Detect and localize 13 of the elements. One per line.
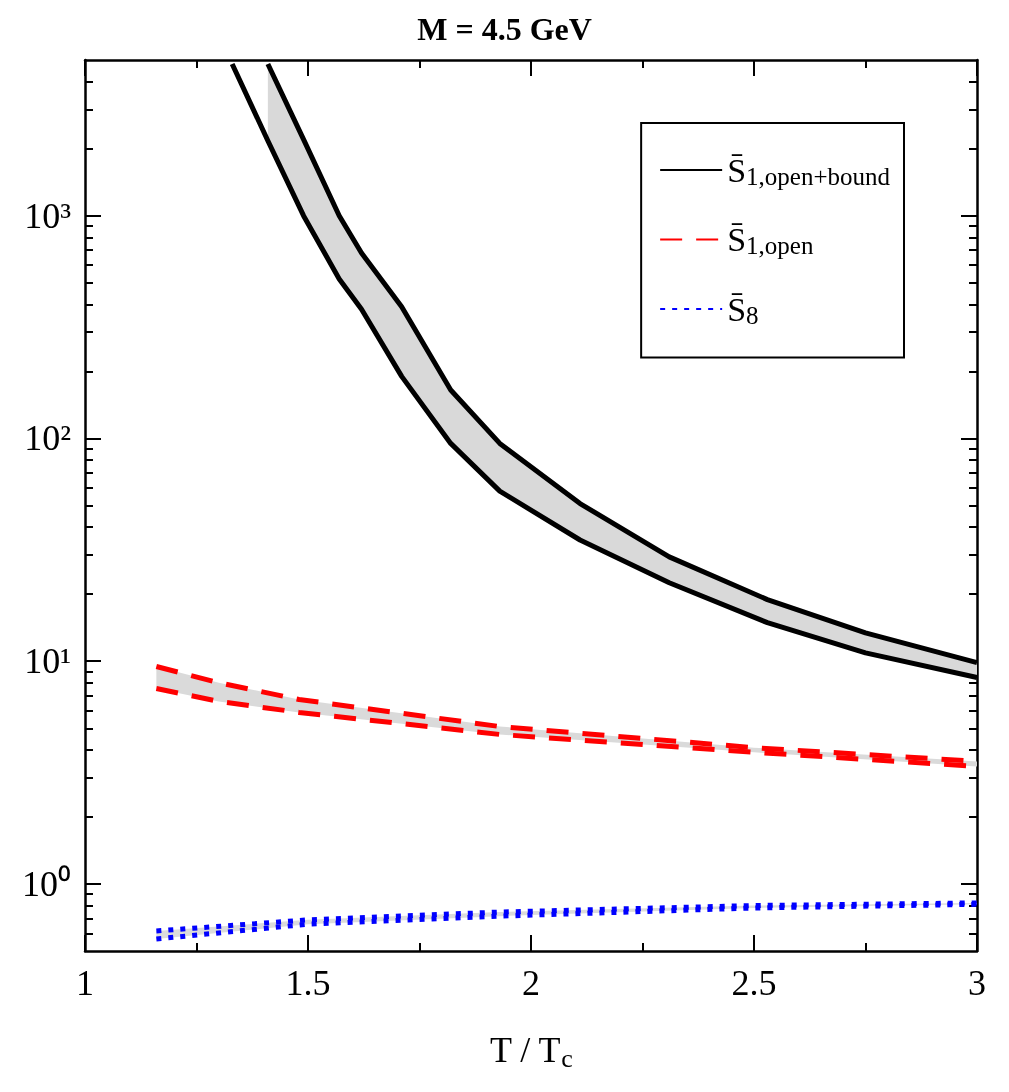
x-tick-label: 2.5: [731, 963, 777, 1003]
legend-label: S̄1,open+bound: [727, 151, 891, 190]
y-tick-label: 10³: [24, 195, 72, 236]
y-tick-label: 10²: [24, 418, 71, 459]
x-tick-label: 1: [76, 963, 94, 1003]
chart-title: M = 4.5 GeV: [417, 11, 592, 47]
y-tick-label: 10¹: [24, 641, 71, 682]
y-tick-label: 10⁰: [22, 863, 71, 904]
x-tick-label: 3: [968, 963, 986, 1003]
legend-label: S̄1,open: [727, 221, 814, 259]
legend-label: S̄8: [727, 290, 759, 329]
x-tick-label: 1.5: [285, 963, 331, 1003]
x-tick-label: 2: [522, 963, 540, 1003]
